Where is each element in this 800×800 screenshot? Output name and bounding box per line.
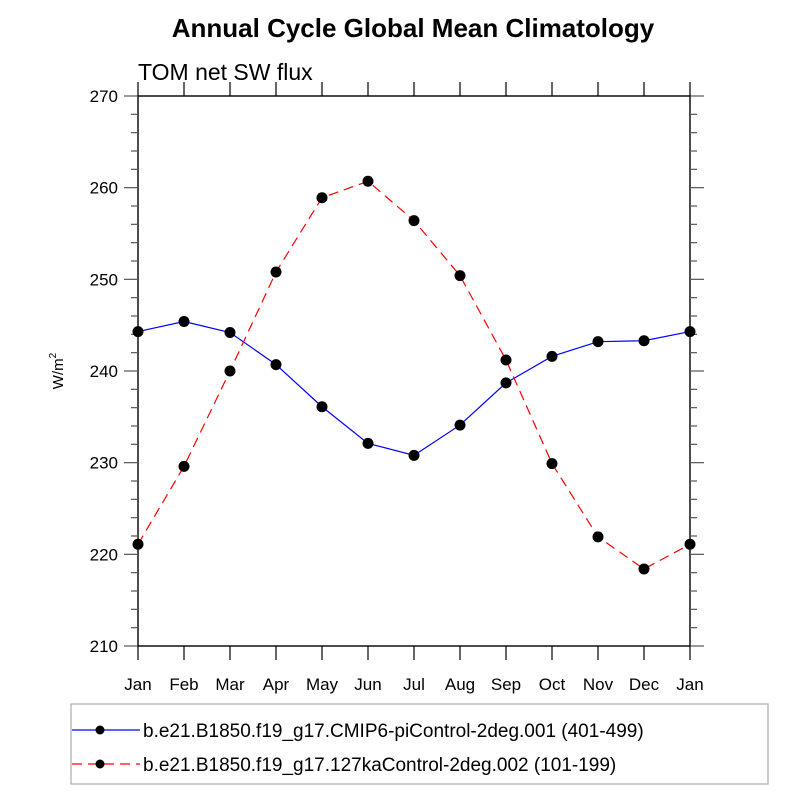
plot-frame [137, 95, 691, 647]
y-tick-label: 210 [90, 637, 118, 656]
x-tick-label: Aug [445, 675, 475, 694]
x-tick-label: Apr [263, 675, 290, 694]
series-line [137, 180, 691, 570]
legend-marker-swatch [95, 759, 105, 769]
data-point [178, 316, 190, 327]
legend-entry-piControl: b.e21.B1850.f19_g17.CMIP6-piControl-2deg… [72, 721, 644, 742]
data-point [454, 419, 466, 431]
data-point [316, 401, 328, 413]
x-tick-label: Jul [403, 675, 425, 694]
x-tick-label: Nov [583, 675, 614, 694]
data-point [316, 192, 328, 204]
data-point [592, 531, 604, 543]
series-line [137, 320, 691, 456]
data-point [362, 437, 374, 449]
data-point [500, 377, 512, 389]
x-tick-label: Jan [124, 675, 151, 694]
legend-label: b.e21.B1850.f19_g17.127kaControl-2deg.00… [143, 755, 616, 776]
data-point [408, 449, 420, 461]
y-axis-label-superscript: 2 [48, 352, 59, 358]
y-tick-label: 230 [90, 454, 118, 473]
legend-label: b.e21.B1850.f19_g17.CMIP6-piControl-2deg… [143, 721, 644, 742]
x-tick-label: Mar [215, 675, 245, 694]
data-point [224, 365, 236, 377]
data-point [132, 326, 144, 338]
data-point [638, 335, 650, 347]
data-point [270, 266, 282, 278]
y-tick-label: 260 [90, 179, 118, 198]
x-tick-label: Oct [539, 675, 566, 694]
data-point [638, 563, 650, 575]
chart-title: Annual Cycle Global Mean Climatology [172, 13, 655, 43]
legend-marker-swatch [95, 725, 105, 735]
data-point [500, 354, 512, 366]
y-tick-label: 250 [90, 270, 118, 289]
x-tick-label: Jan [676, 675, 703, 694]
x-tick-label: Feb [169, 675, 198, 694]
y-tick-label: 270 [90, 87, 118, 106]
data-point [132, 538, 144, 550]
x-tick-label: Sep [491, 675, 521, 694]
y-axis-label: W/m2 [48, 352, 67, 389]
data-point [592, 336, 604, 348]
data-point [224, 327, 236, 338]
chart-subtitle: TOM net SW flux [138, 59, 313, 85]
x-tick-label: May [306, 675, 339, 694]
data-point [546, 458, 558, 470]
y-tick-label: 240 [90, 362, 118, 381]
axes: 210 220 230 240 250 260 270 Jan Feb Mar Apr May Jun J… [90, 82, 704, 694]
y-tick-label: 220 [90, 545, 118, 564]
series-0 [132, 316, 696, 461]
data-point [408, 215, 420, 227]
y-axis-label-unit: W/m [50, 358, 67, 389]
x-tick-label: Dec [629, 675, 660, 694]
data-point [270, 359, 282, 371]
data-point [362, 175, 374, 187]
series-1 [132, 175, 696, 575]
data-point [454, 270, 466, 282]
data-point [684, 326, 696, 338]
series-layer [132, 175, 696, 575]
data-point [684, 538, 696, 550]
legend: b.e21.B1850.f19_g17.CMIP6-piControl-2deg… [70, 703, 769, 785]
data-point [546, 350, 558, 362]
legend-box [70, 703, 769, 785]
legend-entry-127kaControl: b.e21.B1850.f19_g17.127kaControl-2deg.00… [72, 755, 616, 776]
x-tick-label: Jun [354, 675, 381, 694]
data-point [178, 460, 190, 472]
